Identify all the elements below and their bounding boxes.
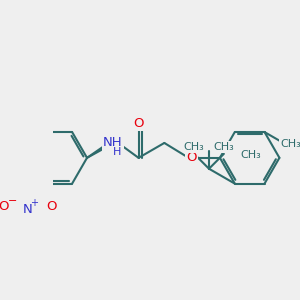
Text: −: −: [8, 196, 17, 206]
Text: CH₃: CH₃: [280, 139, 300, 149]
Text: NH: NH: [103, 136, 123, 149]
Text: O: O: [186, 151, 197, 164]
Text: O: O: [0, 200, 9, 213]
Text: CH₃: CH₃: [240, 150, 261, 160]
Text: CH₃: CH₃: [214, 142, 234, 152]
Text: CH₃: CH₃: [184, 142, 205, 152]
Text: O: O: [46, 200, 56, 213]
Text: N: N: [22, 203, 32, 216]
Text: +: +: [30, 198, 38, 208]
Text: H: H: [112, 147, 121, 157]
Text: O: O: [133, 117, 144, 130]
